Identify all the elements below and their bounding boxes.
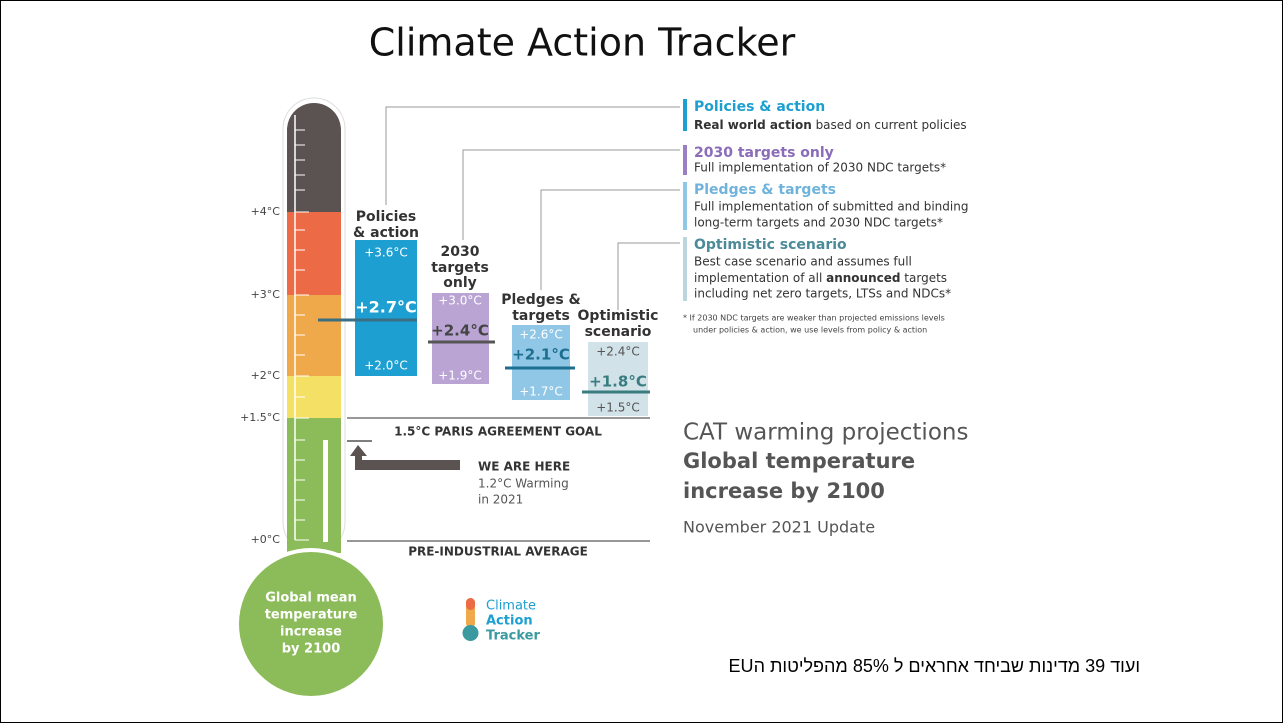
legend-text: Full implementation of submitted and bin… bbox=[694, 200, 968, 214]
bulb-text: increase bbox=[280, 625, 342, 640]
caption: ועוד 39 מדינות שביחד אחראים ל 85% מהפליט… bbox=[729, 656, 1140, 676]
preindustrial-label: PRE-INDUSTRIAL AVERAGE bbox=[408, 545, 588, 559]
low: +1.7°C bbox=[519, 385, 563, 399]
projections-kicker: CAT warming projections bbox=[683, 420, 968, 446]
here-title: WE ARE HERE bbox=[478, 460, 570, 474]
range-bar bbox=[588, 342, 648, 416]
projections-title: Global temperature bbox=[683, 449, 915, 473]
title: Climate Action Tracker bbox=[369, 21, 796, 65]
scenario-heading: scenario bbox=[585, 324, 652, 340]
projections-update: November 2021 Update bbox=[683, 518, 875, 537]
logo-text: Climate bbox=[486, 599, 536, 614]
scenario-heading: targets bbox=[512, 308, 570, 324]
legend-title: Policies & action bbox=[694, 99, 825, 115]
legend-bar bbox=[683, 145, 687, 175]
scale-label: +2°C bbox=[251, 369, 281, 382]
legend-text: implementation of all announced targets bbox=[694, 271, 947, 285]
scale-label: +4°C bbox=[251, 205, 281, 218]
mid: +2.7°C bbox=[355, 298, 417, 317]
legend-span: targets bbox=[900, 271, 947, 285]
projections-title: increase by 2100 bbox=[683, 479, 885, 503]
paris-label: 1.5°C PARIS AGREEMENT GOAL bbox=[394, 425, 602, 439]
legend-text: Full implementation of 2030 NDC targets* bbox=[694, 161, 946, 175]
bulb-text: Global mean bbox=[265, 591, 357, 606]
legend-bar bbox=[683, 237, 687, 301]
bulb-text: by 2100 bbox=[282, 642, 341, 657]
footnote: * If 2030 NDC targets are weaker than pr… bbox=[683, 314, 945, 323]
range-bar bbox=[432, 293, 489, 384]
legend-span: implementation of all bbox=[694, 271, 826, 285]
scenario-heading: Policies bbox=[356, 209, 416, 225]
bulb-text: temperature bbox=[265, 608, 358, 623]
legend-span: based on current policies bbox=[812, 118, 967, 132]
current-level bbox=[323, 440, 328, 542]
high: +3.0°C bbox=[438, 294, 482, 308]
legend-text: including net zero targets, LTSs and NDC… bbox=[694, 287, 951, 301]
low: +1.9°C bbox=[438, 369, 482, 383]
ticks bbox=[295, 129, 309, 541]
scenario-heading: targets bbox=[431, 260, 489, 276]
footnote: under policies & action, we use levels f… bbox=[693, 326, 927, 335]
scenario-heading: only bbox=[443, 275, 477, 291]
range-bar bbox=[355, 240, 417, 376]
here-arrow bbox=[350, 445, 460, 470]
range-bar bbox=[512, 325, 570, 400]
scale-label: +0°C bbox=[251, 533, 281, 546]
legend-bar bbox=[683, 99, 687, 131]
legend-bold: announced bbox=[826, 271, 900, 285]
legend-bar bbox=[683, 182, 687, 230]
legend-text: Best case scenario and assumes full bbox=[694, 255, 912, 269]
legend-title: Optimistic scenario bbox=[694, 237, 847, 253]
legend-title: Pledges & targets bbox=[694, 182, 836, 198]
low: +1.5°C bbox=[596, 401, 640, 415]
mid: +2.1°C bbox=[512, 346, 570, 364]
thermometer bbox=[235, 97, 387, 700]
legend-title: 2030 targets only bbox=[694, 145, 834, 161]
low: +2.0°C bbox=[364, 359, 408, 373]
logo-icon bbox=[462, 598, 479, 641]
logo-text: Action bbox=[486, 614, 533, 629]
legend-bold: Real world action bbox=[694, 118, 812, 132]
scenario-heading: Optimistic bbox=[578, 308, 659, 324]
here-text: in 2021 bbox=[478, 493, 523, 507]
logo-text: Tracker bbox=[486, 629, 540, 644]
high: +2.4°C bbox=[596, 345, 640, 359]
connectors bbox=[385, 106, 680, 310]
segment bbox=[287, 212, 341, 295]
mid: +1.8°C bbox=[589, 373, 647, 391]
segment bbox=[287, 103, 341, 545]
legend-text: Real world action based on current polic… bbox=[694, 118, 967, 132]
scenario-heading: Pledges & bbox=[501, 292, 581, 308]
here-text: 1.2°C Warming bbox=[478, 477, 569, 491]
high: +3.6°C bbox=[364, 246, 408, 260]
scenario-heading: & action bbox=[353, 225, 419, 241]
mid: +2.4°C bbox=[431, 322, 489, 340]
scale-label: +3°C bbox=[251, 288, 281, 301]
bulb bbox=[239, 552, 383, 696]
scenario-heading: 2030 bbox=[441, 244, 480, 260]
legend-text: long-term targets and 2030 NDC targets* bbox=[694, 216, 943, 230]
high: +2.6°C bbox=[519, 328, 563, 342]
scale-label: +1.5°C bbox=[240, 411, 280, 424]
